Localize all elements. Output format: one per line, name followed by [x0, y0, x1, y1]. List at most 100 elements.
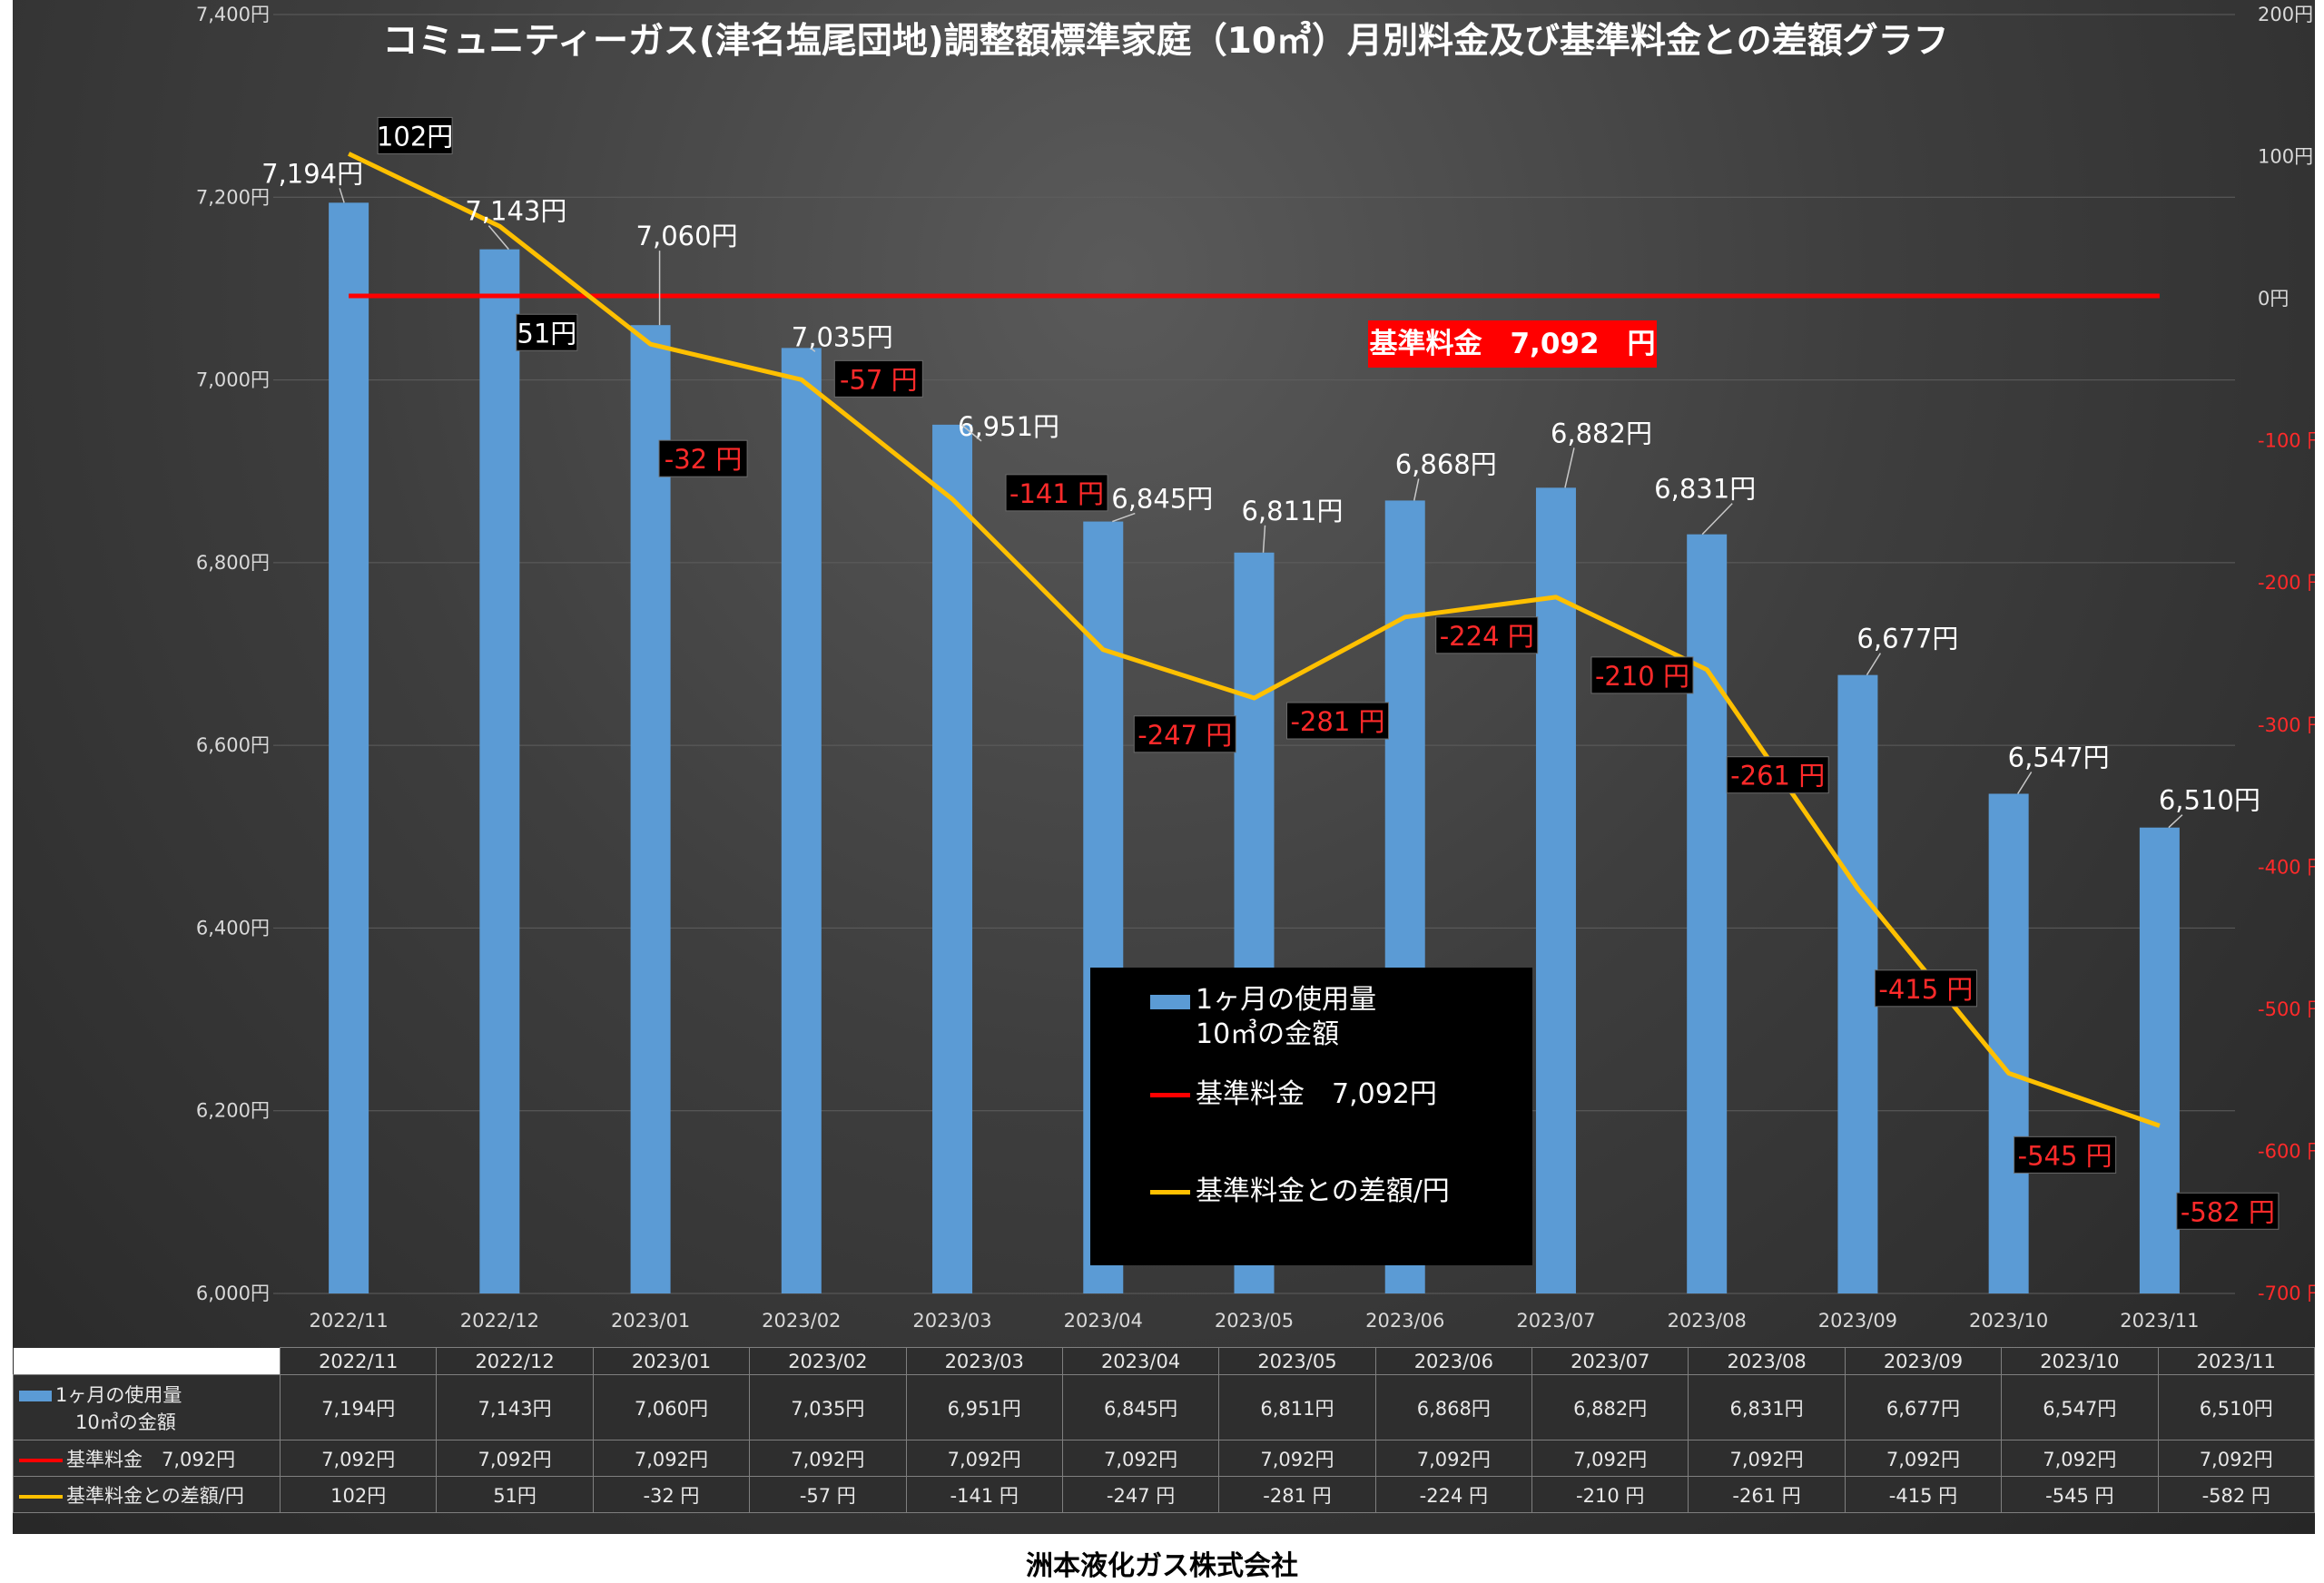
diff-value-label: -57 円: [840, 364, 918, 395]
bar-label-leader: [2168, 814, 2183, 829]
diff-label-box: [833, 359, 923, 398]
table-header-cell: 2023/02: [749, 1347, 907, 1375]
legend-base-label: 基準料金 7,092円: [1196, 1078, 1437, 1110]
table-cell-base: 7,092円: [592, 1440, 751, 1477]
bar-value-label: 7,143円: [465, 196, 566, 227]
left-axis-tick: 6,000円: [196, 1283, 270, 1304]
diff-label-box: [2176, 1192, 2280, 1230]
bar-2023/03: [932, 424, 973, 1293]
diff-value-label: -415 円: [1878, 974, 1973, 1005]
table-header-cell: 2022/11: [279, 1347, 438, 1375]
bar-label-leader: [339, 188, 345, 203]
x-category-label: 2022/12: [460, 1310, 539, 1332]
right-axis: -700 円 -600 円 -500 円 -400 円 -300 円 -200 円 -100…: [2258, 4, 2315, 1304]
table-cell-usage: 6,811円: [1218, 1374, 1376, 1440]
right-axis-tick: 0円: [2258, 288, 2289, 310]
left-axis-tick: 7,200円: [196, 186, 270, 208]
diff-label-box: [516, 313, 578, 351]
bar-value-label: 6,677円: [1856, 624, 1958, 654]
table-cell-usage: 7,060円: [592, 1374, 751, 1440]
table-row-label-usage: 1ヶ月の使用量 10㎥の金額: [13, 1374, 281, 1440]
bar-value-label: 7,194円: [261, 158, 363, 189]
diff-value-label: -32 円: [665, 444, 743, 475]
legend-bar-label-1: 1ヶ月の使用量: [1196, 984, 1377, 1016]
diff-value-label: -281 円: [1290, 706, 1384, 737]
bar-2023/08: [1687, 534, 1728, 1293]
table-cell-diff: -141 円: [905, 1476, 1063, 1513]
left-axis-tick: 6,400円: [196, 917, 270, 939]
table-cell-usage: 6,510円: [2157, 1374, 2315, 1440]
x-category-label: 2023/05: [1215, 1310, 1294, 1332]
table-cell-diff: -32 円: [592, 1476, 751, 1513]
left-axis-tick: 7,000円: [196, 369, 270, 391]
table-cell-diff: -247 円: [1061, 1476, 1220, 1513]
bar-label-leader: [1262, 525, 1266, 553]
table-usage-label-1: 1ヶ月の使用量: [55, 1383, 182, 1406]
chart-panel: 6,000円 6,200円 6,400円 6,600円 6,800円 7,000円 7,20…: [13, 0, 2315, 1534]
bar-2023/02: [781, 348, 822, 1293]
diff-label-box: [1005, 474, 1108, 512]
difference-line: [348, 152, 2161, 1128]
bar-label-leader: [1866, 653, 1882, 676]
bar-labels: 7,194円 7,143円 7,060円 7,035円 6,951円 6,845円 6,81…: [261, 158, 2260, 829]
difference-labels: 102円 51円 -32 円 -57 円 -141 円 -247 円 -281 円 -224 …: [377, 116, 2280, 1230]
table-cell-diff: -261 円: [1688, 1476, 1846, 1513]
table-cell-base: 7,092円: [1374, 1440, 1533, 1477]
diff-label-box: [377, 116, 453, 154]
x-category-label: 2023/04: [1064, 1310, 1143, 1332]
table-row-usage: 1ヶ月の使用量 10㎥の金額 7,194円 7,143円 7,060円 7,035円 6,9…: [13, 1374, 2315, 1440]
left-axis: 6,000円 6,200円 6,400円 6,600円 6,800円 7,000円 7,20…: [196, 4, 270, 1304]
right-axis-tick: -600 円: [2258, 1140, 2315, 1162]
bar-value-label: 6,845円: [1111, 484, 1213, 515]
table-header-cell: 2023/07: [1531, 1347, 1689, 1375]
bar-2022/11: [329, 202, 369, 1294]
table-cell-usage: 6,845円: [1061, 1374, 1220, 1440]
x-category-label: 2023/07: [1516, 1310, 1595, 1332]
x-category-label: 2023/02: [762, 1310, 841, 1332]
table-cell-base: 7,092円: [1844, 1440, 2003, 1477]
bar-2023/11: [2139, 827, 2180, 1293]
bar-label-leader: [2017, 772, 2033, 794]
bar-value-label: 6,868円: [1395, 448, 1497, 479]
table-header-cell: 2023/10: [2001, 1347, 2159, 1375]
left-axis-tick: 6,200円: [196, 1100, 270, 1122]
bar-label-leader: [960, 424, 982, 442]
diff-label-box: [1286, 702, 1389, 740]
bar-value-label: 7,035円: [792, 321, 893, 352]
table-cell-base: 7,092円: [749, 1440, 907, 1477]
table-cell-usage: 6,882円: [1531, 1374, 1689, 1440]
table-cell-base: 7,092円: [436, 1440, 594, 1477]
right-axis-tick: -700 円: [2258, 1283, 2315, 1304]
table-cell-usage: 7,194円: [279, 1374, 438, 1440]
table-cell-diff: 51円: [436, 1476, 594, 1513]
bar-value-label: 6,811円: [1241, 496, 1343, 526]
table-cell-diff: -582 円: [2157, 1476, 2315, 1513]
x-category-label: 2023/01: [611, 1310, 690, 1332]
diff-label-box: [658, 439, 748, 477]
company-name: 洲本液化ガス株式会社: [1026, 1550, 1298, 1582]
table-row-diff: 基準料金との差額/円 102円 51円 -32 円 -57 円 -141 円 -247 円-…: [13, 1476, 2315, 1513]
x-category-label: 2023/10: [1969, 1310, 2048, 1332]
right-axis-tick: -200 円: [2258, 572, 2315, 594]
right-axis-tick: 200円: [2258, 4, 2313, 25]
diff-label-box: [1133, 715, 1236, 753]
table-cell-usage: 6,868円: [1374, 1374, 1533, 1440]
right-axis-tick: -500 円: [2258, 998, 2315, 1020]
table-header-cell: 2023/08: [1688, 1347, 1846, 1375]
x-category-label: 2023/08: [1668, 1310, 1747, 1332]
x-category-label: 2023/03: [912, 1310, 991, 1332]
table-row-label-base: 基準料金 7,092円: [13, 1440, 281, 1477]
diff-value-label: -545 円: [2018, 1140, 2112, 1171]
table-cell-diff: -224 円: [1374, 1476, 1533, 1513]
table-cell-diff: -57 円: [749, 1476, 907, 1513]
chart-title: コミュニティーガス(津名塩尾団地)調整額標準家庭（10㎥）月別料金及び基準料金と…: [382, 21, 1948, 62]
table-header-cell: 2023/05: [1218, 1347, 1376, 1375]
table-corner-cell: [13, 1347, 281, 1375]
table-cell-diff: -210 円: [1531, 1476, 1689, 1513]
table-cell-usage: 6,677円: [1844, 1374, 2003, 1440]
left-axis-tick: 6,600円: [196, 734, 270, 756]
table-base-label: 基準料金 7,092円: [66, 1448, 236, 1470]
table-cell-base: 7,092円: [1688, 1440, 1846, 1477]
table-cell-base: 7,092円: [1531, 1440, 1689, 1477]
bar-label-leader: [487, 225, 509, 251]
